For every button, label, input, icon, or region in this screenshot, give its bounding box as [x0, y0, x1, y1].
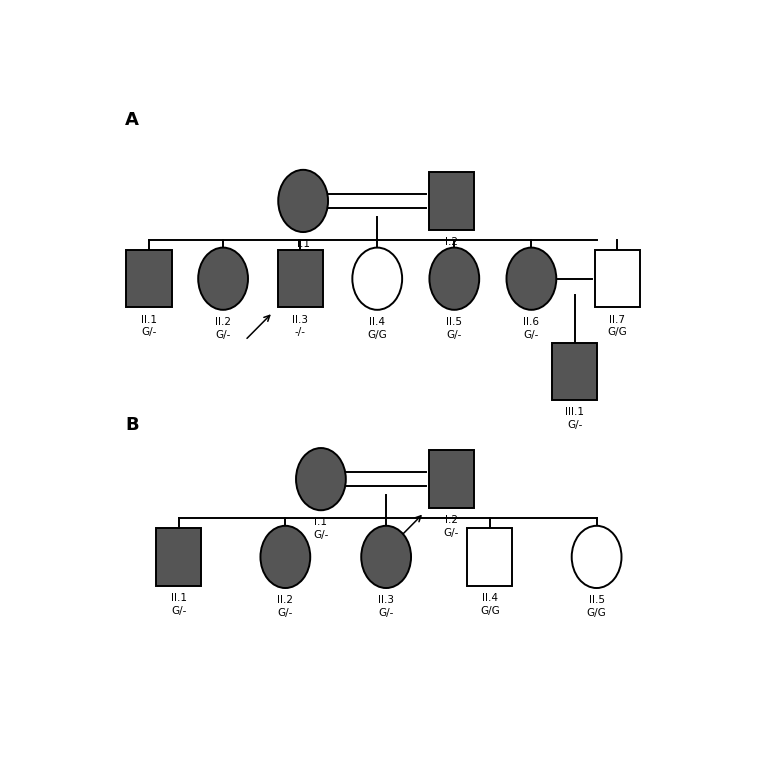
Text: II.5
G/G: II.5 G/G — [587, 595, 607, 618]
Text: II.2
G/-: II.2 G/- — [215, 317, 231, 340]
Bar — [156, 528, 201, 586]
Text: I.2
G/-: I.2 G/- — [444, 237, 459, 260]
Ellipse shape — [506, 248, 556, 310]
Text: II.5
G/-: II.5 G/- — [446, 317, 462, 340]
Bar — [552, 343, 597, 400]
Bar — [429, 451, 474, 508]
Ellipse shape — [571, 526, 621, 588]
Ellipse shape — [296, 448, 346, 510]
Text: I.1
G/-: I.1 G/- — [295, 239, 311, 262]
Text: II.6
G/-: II.6 G/- — [523, 317, 539, 340]
Text: II.3
G/-: II.3 G/- — [378, 595, 394, 618]
Text: III.1
G/-: III.1 G/- — [565, 407, 584, 430]
Text: II.3
-/-: II.3 -/- — [292, 315, 308, 337]
Ellipse shape — [198, 248, 248, 310]
Text: A: A — [125, 111, 139, 129]
Text: I.2
G/-: I.2 G/- — [444, 515, 459, 538]
Text: II.2
G/-: II.2 G/- — [278, 595, 293, 618]
Text: II.4
G/G: II.4 G/G — [367, 317, 387, 340]
Bar — [467, 528, 513, 586]
Text: I.1
G/-: I.1 G/- — [313, 517, 329, 540]
Text: II.1
G/-: II.1 G/- — [141, 315, 157, 337]
Text: II.7
G/G: II.7 G/G — [607, 315, 627, 337]
Text: II.1
G/-: II.1 G/- — [171, 593, 187, 615]
Ellipse shape — [278, 170, 328, 232]
Bar — [429, 172, 474, 230]
Ellipse shape — [353, 248, 402, 310]
Ellipse shape — [361, 526, 411, 588]
Bar — [278, 250, 323, 308]
Text: B: B — [125, 416, 139, 434]
Ellipse shape — [260, 526, 311, 588]
Ellipse shape — [429, 248, 479, 310]
Bar — [126, 250, 171, 308]
Text: II.4
G/G: II.4 G/G — [480, 593, 500, 615]
Bar — [595, 250, 640, 308]
